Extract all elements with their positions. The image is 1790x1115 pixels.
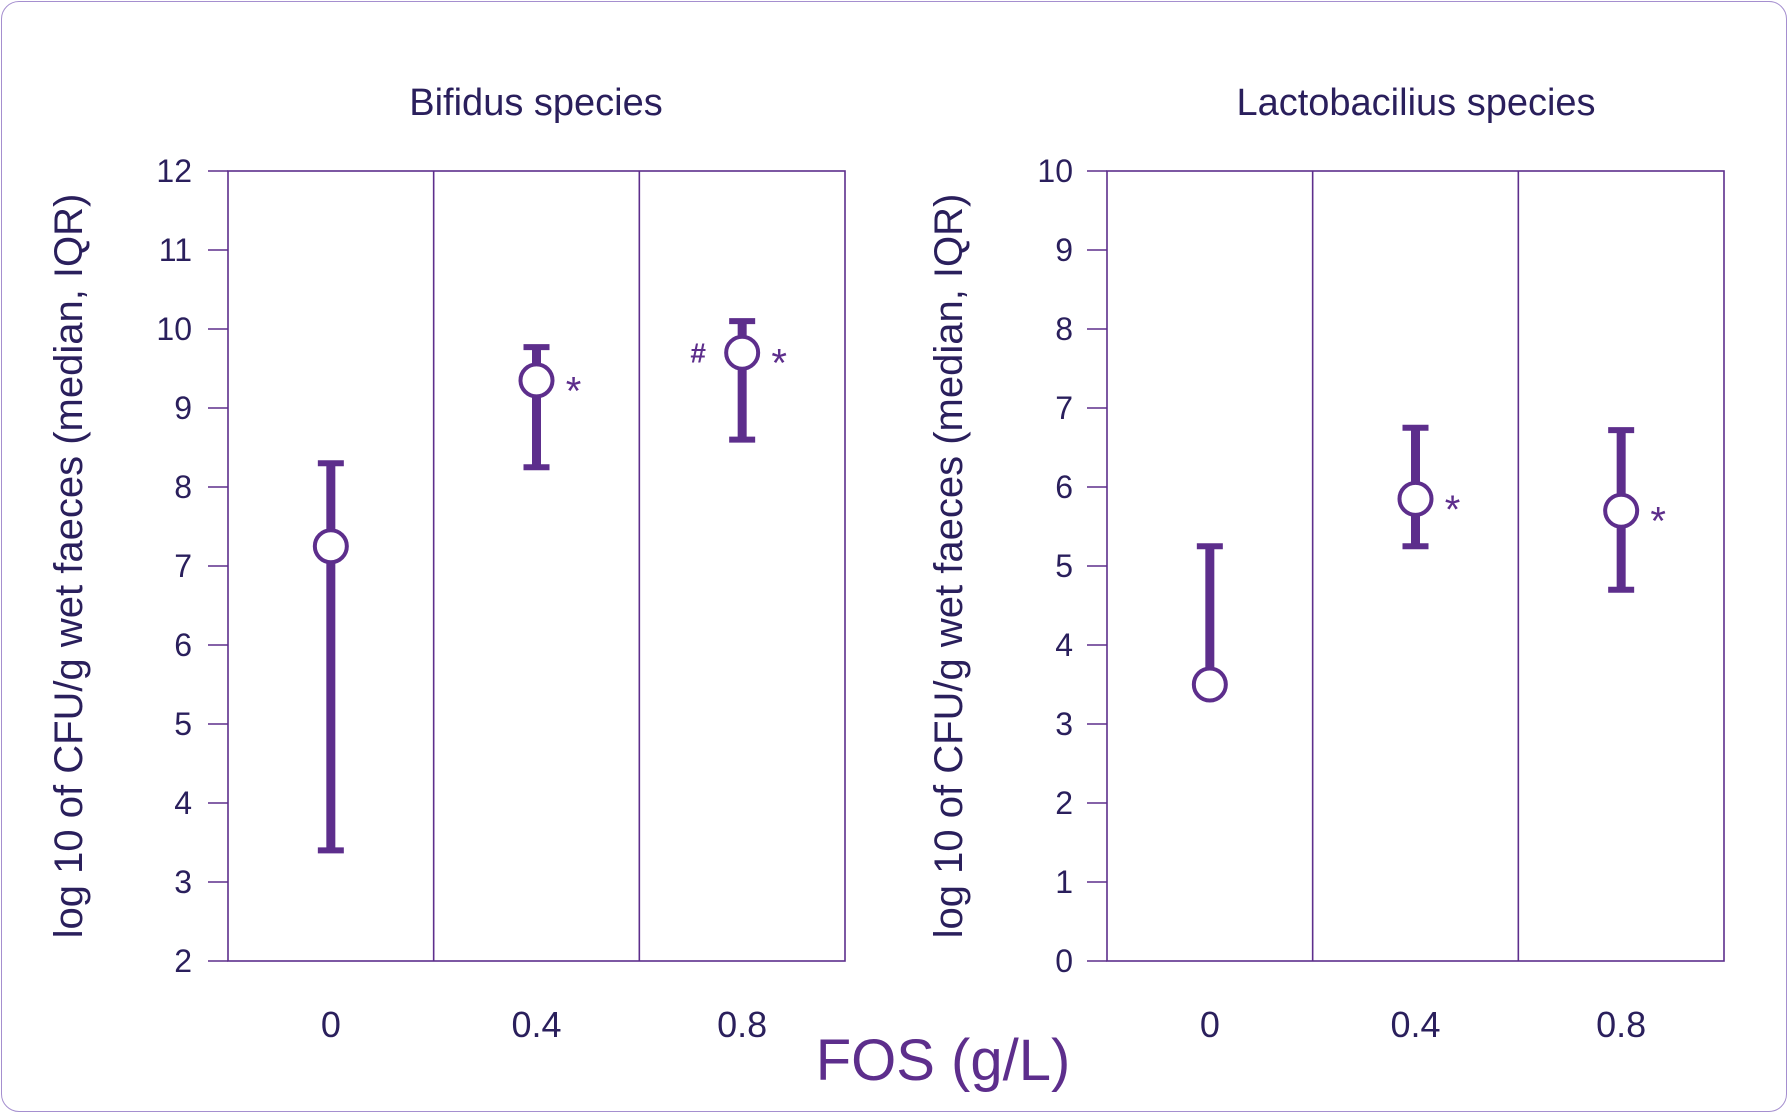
y-tick-label: 1: [1055, 864, 1073, 900]
chart-panel-1: Bifidus species 2 3 4 5 6 7 8 9 10 11 12 log 10 of C…: [47, 82, 846, 1045]
x-tick-label: 0.8: [717, 1004, 767, 1045]
y-tick-label: 2: [174, 943, 192, 979]
y-tick-label: 5: [174, 706, 192, 742]
y-tick-label: 10: [1037, 153, 1073, 189]
y-tick-label: 3: [1055, 706, 1073, 742]
y-axis-title: log 10 of CFU/g wet faeces (median, IQR): [47, 194, 91, 939]
chart-panel-2: Lactobacilius species 0 1 2 3 4 5 6 7 8 9 10 log 10 …: [927, 82, 1725, 1045]
significance-marker: *: [771, 342, 787, 386]
y-tick-label: 8: [174, 469, 192, 505]
y-tick-label: 2: [1055, 785, 1073, 821]
y-tick-label: 12: [156, 153, 192, 189]
median-point: [724, 334, 761, 371]
y-tick-label: 6: [1055, 469, 1073, 505]
y-tick-label: 10: [156, 311, 192, 347]
hash-marker: #: [690, 338, 706, 369]
plot-area-border: [1106, 170, 1725, 962]
x-tick-label: 0.4: [1390, 1004, 1440, 1045]
y-tick-label: 0: [1055, 943, 1073, 979]
x-tick-label: 0: [1200, 1004, 1220, 1045]
y-tick-label: 8: [1055, 311, 1073, 347]
y-tick-label: 9: [174, 390, 192, 426]
y-tick-label: 3: [174, 864, 192, 900]
y-tick-label: 9: [1055, 232, 1073, 268]
x-tick-label: 0: [321, 1004, 341, 1045]
median-point: [312, 528, 349, 565]
y-tick-label: 7: [174, 548, 192, 584]
x-tick-label: 0.4: [511, 1004, 561, 1045]
chart-title: Lactobacilius species: [1236, 82, 1595, 124]
y-tick-label: 6: [174, 627, 192, 663]
y-tick-label: 11: [159, 232, 192, 268]
median-point: [518, 362, 555, 399]
y-tick-label: 5: [1055, 548, 1073, 584]
median-point: [1191, 666, 1228, 703]
significance-marker: *: [1650, 500, 1666, 544]
significance-marker: *: [566, 369, 582, 413]
y-axis-title: log 10 of CFU/g wet faeces (median, IQR): [927, 194, 971, 939]
y-tick-label: 4: [1055, 627, 1073, 663]
y-tick-label: 7: [1055, 390, 1073, 426]
significance-marker: *: [1445, 488, 1461, 532]
chart-title: Bifidus species: [409, 82, 662, 124]
x-tick-label: 0.8: [1596, 1004, 1646, 1045]
y-tick-label: 4: [174, 785, 192, 821]
x-axis-title: FOS (g/L): [816, 1028, 1071, 1093]
median-point: [1397, 480, 1434, 517]
median-point: [1603, 492, 1640, 529]
plot-area-border: [227, 170, 846, 962]
